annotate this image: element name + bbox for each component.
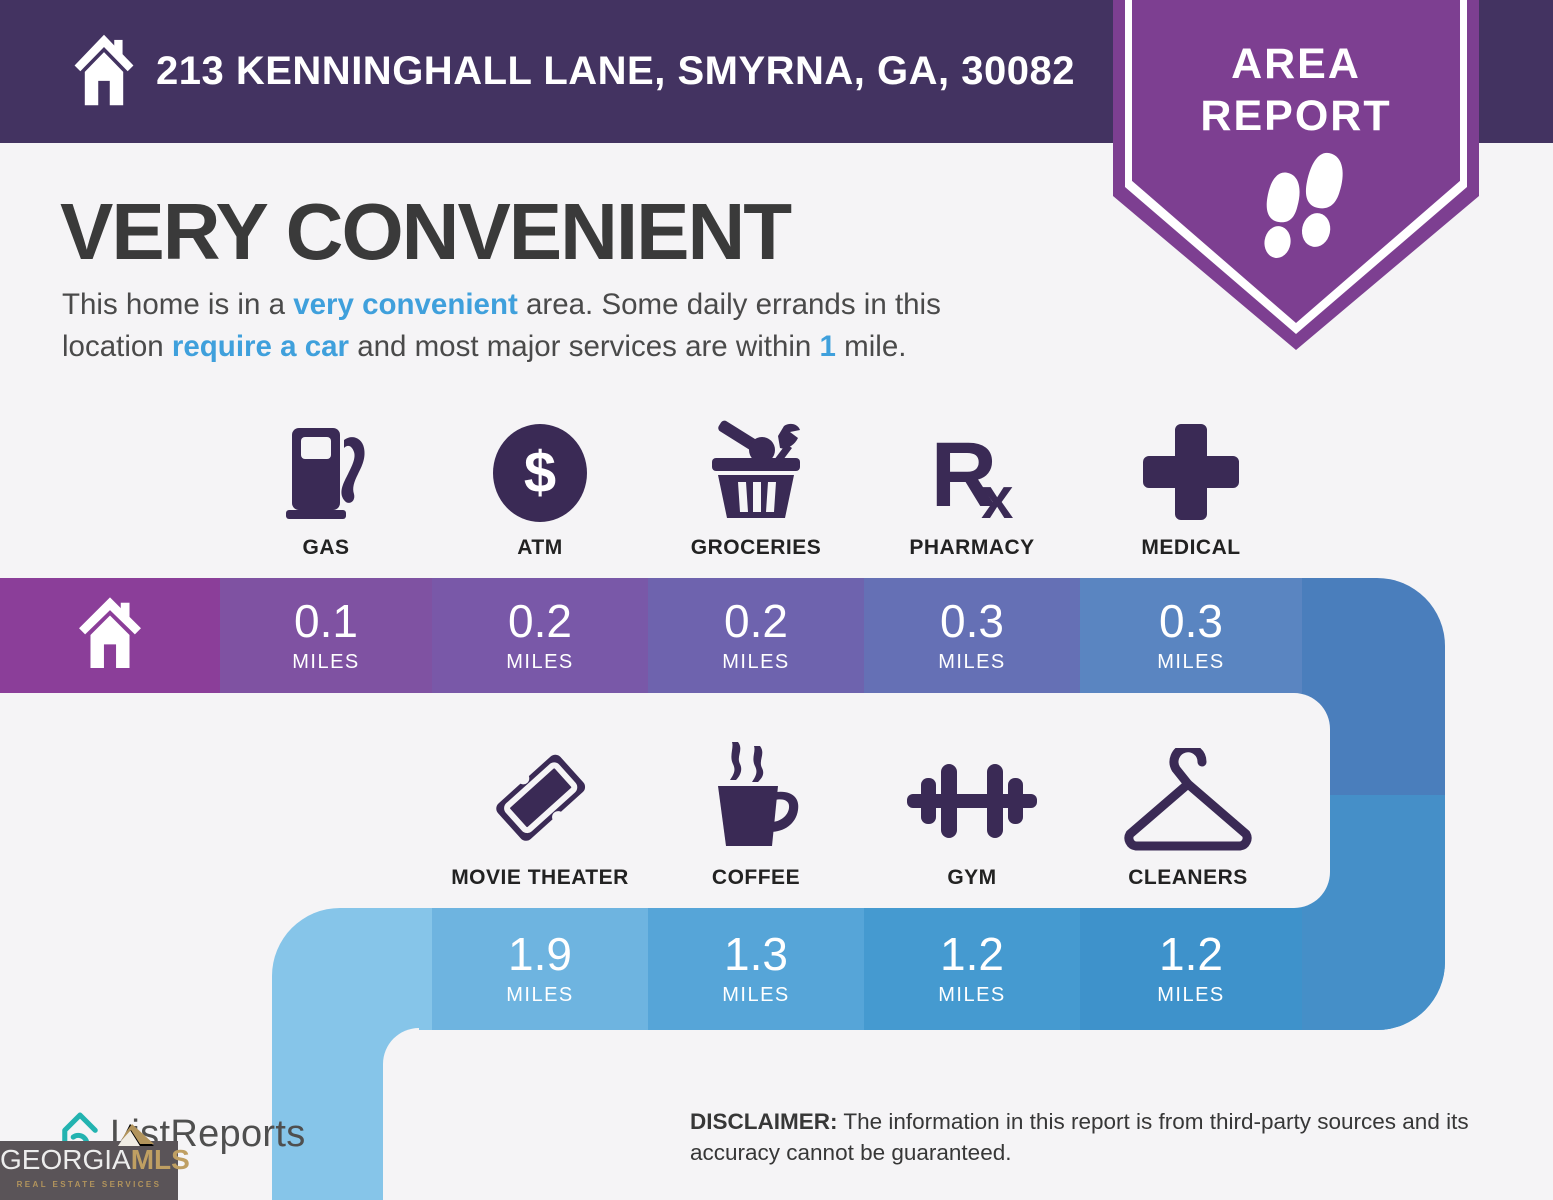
distance-band-1: 0.1 MILES 0.2 MILES 0.2 MILES 0.3 MILES …	[0, 578, 1333, 693]
page-title: VERY CONVENIENT	[60, 187, 792, 276]
corner-notch	[383, 1028, 419, 1064]
distance-unit: MILES	[938, 650, 1006, 673]
disclaimer: DISCLAIMER: The information in this repo…	[690, 1106, 1510, 1168]
intro-text: and most major services are within	[349, 330, 820, 363]
poi-movie-theater: MOVIE THEATER	[432, 748, 648, 890]
mls-wordmark: GEORGIAMLS	[0, 1144, 190, 1180]
poi-label: MEDICAL	[1141, 536, 1241, 559]
pharmacy-rx-icon: Rx	[930, 423, 1014, 531]
band1-turn-sliver	[1302, 578, 1333, 693]
poi-gym: GYM	[864, 748, 1080, 890]
property-address: 213 KENNINGHALL LANE, SMYRNA, GA, 30082	[156, 49, 1075, 93]
distance-unit: MILES	[722, 650, 790, 673]
intro-highlight-1: very convenient	[293, 288, 518, 321]
poi-label: MOVIE THEATER	[451, 866, 629, 889]
distance-value: 1.2	[1159, 928, 1223, 980]
poi-coffee: COFFEE	[648, 742, 864, 890]
badge-title-line1: AREA	[1231, 40, 1361, 88]
intro-text: location	[62, 330, 172, 363]
home-cell	[0, 578, 220, 693]
distance-unit: MILES	[1157, 984, 1225, 1006]
coffee-cup-icon	[648, 742, 864, 852]
atm-icon: $	[432, 418, 648, 522]
distance-cell-medical: 0.3 MILES	[1080, 578, 1302, 693]
mls-wordmark-georgia: GEORGIA	[0, 1144, 131, 1175]
hanger-icon	[1080, 748, 1296, 852]
distance-unit: MILES	[938, 984, 1006, 1006]
distance-value: 1.3	[724, 928, 788, 980]
gas-icon	[218, 418, 434, 522]
corner-notch	[1294, 693, 1330, 729]
poi-label: GYM	[947, 866, 997, 889]
poi-label: ATM	[517, 536, 563, 559]
footprints-icon	[1237, 150, 1355, 283]
poi-atm: $ ATM	[432, 418, 648, 560]
groceries-icon	[648, 418, 864, 522]
distance-value: 1.2	[940, 928, 1004, 980]
mls-roof-icon	[96, 1124, 154, 1151]
dumbbell-icon	[864, 748, 1080, 852]
intro-highlight-3: 1	[819, 330, 836, 363]
corner-notch	[1294, 872, 1330, 908]
disclaimer-line2: accuracy cannot be guaranteed.	[690, 1140, 1012, 1165]
connector-segment	[1330, 578, 1445, 795]
intro-text: area. Some daily errands in this	[517, 288, 941, 321]
badge-title-line2: REPORT	[1200, 92, 1392, 140]
distance-cell-cleaners: 1.2 MILES	[1080, 908, 1302, 1030]
disclaimer-line1: The information in this report is from t…	[837, 1109, 1469, 1134]
distance-band-2: 1.9 MILES 1.3 MILES 1.2 MILES 1.2 MILES	[272, 908, 1445, 1030]
distance-unit: MILES	[722, 984, 790, 1006]
distance-value: 0.3	[940, 594, 1004, 647]
poi-label: GAS	[302, 536, 350, 559]
poi-groceries: GROCERIES	[648, 418, 864, 560]
distance-unit: MILES	[506, 650, 574, 673]
distance-value: 0.2	[508, 594, 572, 647]
distance-value: 1.9	[508, 928, 572, 980]
home-icon	[72, 30, 136, 115]
distance-cell-pharmacy: 0.3 MILES	[864, 578, 1080, 693]
distance-cell-movie: 1.9 MILES	[432, 908, 648, 1030]
band2-corner	[272, 908, 432, 1030]
trail-connector-left	[272, 1028, 383, 1200]
medical-cross-icon	[1083, 418, 1299, 522]
distance-cell-coffee: 1.3 MILES	[648, 908, 864, 1030]
intro-paragraph: This home is in a very convenient area. …	[62, 284, 941, 368]
mls-subtitle: REAL ESTATE SERVICES	[16, 1180, 162, 1189]
distance-cell-atm: 0.2 MILES	[432, 578, 648, 693]
distance-unit: MILES	[506, 984, 574, 1006]
distance-value: 0.1	[294, 594, 358, 647]
home-icon-small	[76, 596, 144, 675]
distance-cell-groceries: 0.2 MILES	[648, 578, 864, 693]
poi-pharmacy: Rx PHARMACY	[864, 418, 1080, 560]
georgia-mls-watermark: GEORGIAMLS REAL ESTATE SERVICES	[0, 1124, 190, 1200]
poi-label: PHARMACY	[909, 536, 1035, 559]
distance-value: 0.2	[724, 594, 788, 647]
area-report-badge: AREA REPORT	[1113, 0, 1479, 350]
poi-label: GROCERIES	[690, 536, 822, 559]
poi-medical: MEDICAL	[1083, 418, 1299, 560]
distance-cell-gas: 0.1 MILES	[220, 578, 432, 693]
poi-label: CLEANERS	[1128, 866, 1248, 889]
poi-cleaners: CLEANERS	[1080, 748, 1296, 890]
distance-value: 0.3	[1159, 594, 1223, 647]
distance-unit: MILES	[1157, 650, 1225, 673]
mls-wordmark-mls: MLS	[130, 1144, 190, 1175]
distance-cell-gym: 1.2 MILES	[864, 908, 1080, 1030]
intro-text: mile.	[835, 330, 907, 363]
disclaimer-label: DISCLAIMER:	[690, 1109, 838, 1134]
movie-ticket-icon	[432, 748, 648, 852]
poi-label: COFFEE	[711, 866, 801, 889]
poi-gas: GAS	[218, 418, 434, 560]
band2-turn	[1302, 908, 1445, 1030]
distance-unit: MILES	[292, 650, 360, 673]
intro-highlight-2: require a car	[171, 330, 349, 363]
intro-text: This home is in a	[62, 288, 294, 321]
